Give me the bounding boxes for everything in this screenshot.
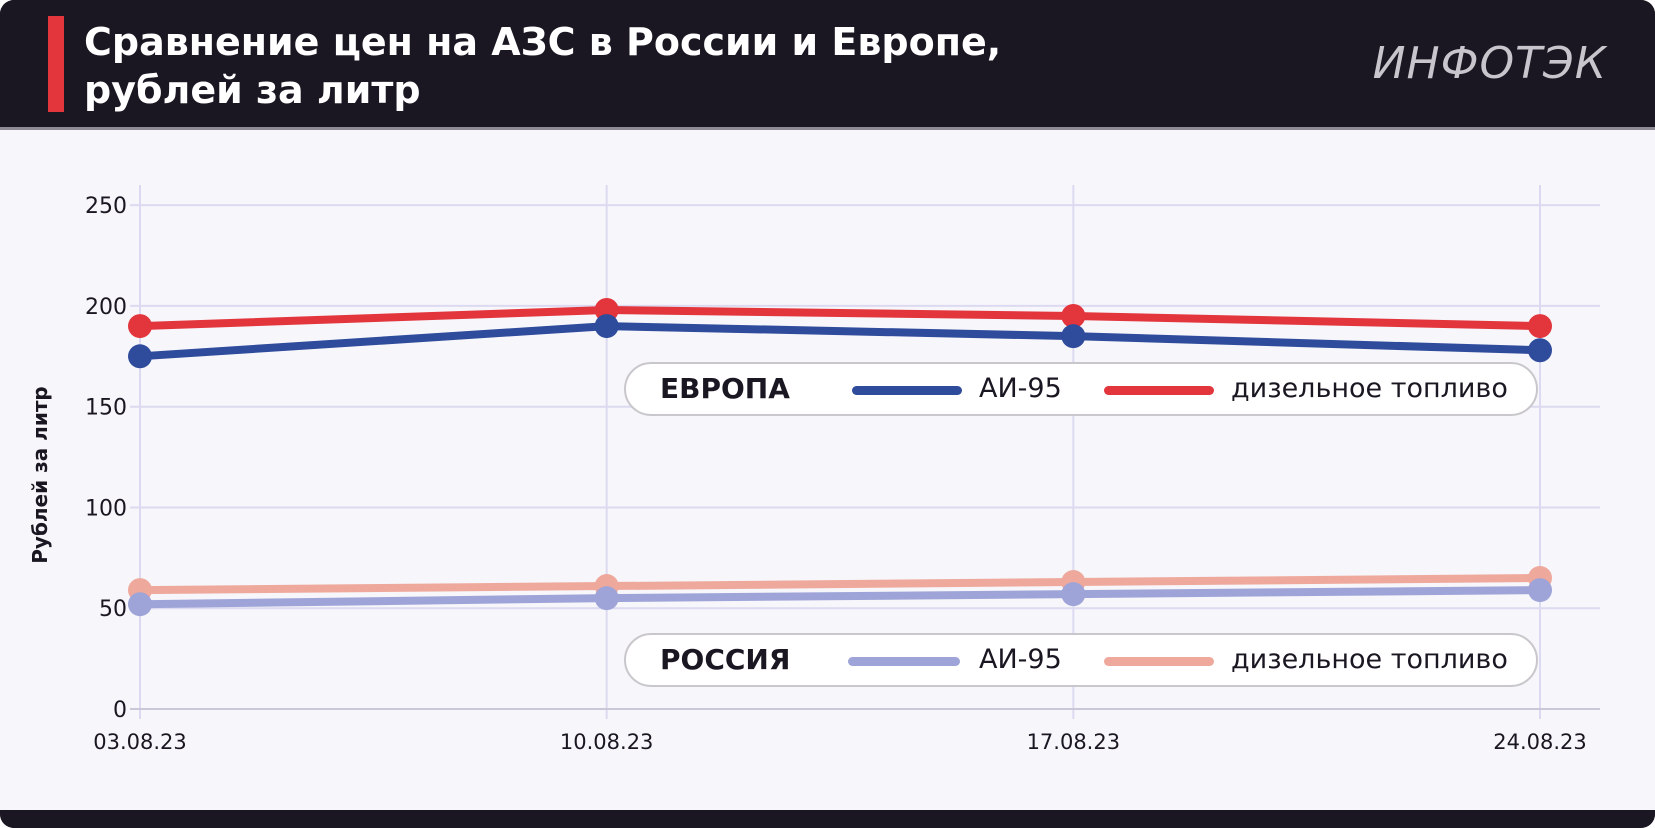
y-tick-label: 200 [85,295,127,320]
data-point [128,344,152,369]
series-line-1 [136,322,1544,361]
legend-europe-ai95-swatch [852,386,962,395]
series-line-2 [136,574,1544,595]
chart-panel [0,130,1655,810]
header: Сравнение цен на АЗС в России и Европе, … [0,0,1655,127]
title-accent-bar [48,16,64,112]
title-line-1: Сравнение цен на АЗС в России и Европе, [84,20,1002,64]
x-tick-label: 03.08.23 [93,730,187,754]
legend-europe: ЕВРОПА АИ-95 дизельное топливо [624,362,1538,416]
data-point [1528,578,1552,603]
legend-europe-ai95-label: АИ-95 [979,373,1062,404]
legend-europe-region: ЕВРОПА [660,372,790,405]
footer-strip [0,810,1655,828]
y-tick-label: 50 [99,597,127,622]
x-tick-label: 17.08.23 [1027,730,1121,754]
data-point [1528,314,1552,339]
series-line-3 [136,586,1544,609]
chart-series [128,297,1552,617]
legend-russia-ai95-label: АИ-95 [979,644,1062,675]
y-tick-label: 100 [85,496,127,521]
data-point [1528,338,1552,363]
legend-europe-diesel-label: дизельное топливо [1231,373,1508,404]
data-point [1061,324,1086,349]
page-title: Сравнение цен на АЗС в России и Европе, … [84,18,1184,114]
legend-russia: РОССИЯ АИ-95 дизельное топливо [624,633,1538,687]
header-divider [0,127,1655,130]
data-point [1061,582,1086,607]
title-line-2: рублей за литр [84,68,421,112]
data-point [128,314,152,339]
brand-logo: ИНФОТЭК [1372,38,1607,89]
legend-russia-region: РОССИЯ [660,643,791,676]
x-tick-label: 24.08.23 [1493,730,1587,754]
legend-russia-ai95-swatch [848,657,960,666]
data-point [594,314,619,339]
legend-europe-diesel-swatch [1104,386,1214,395]
line-chart: 0 50 100 150 200 250 03.08.23 10.08.23 17.08.23 2… [28,185,1600,754]
x-tick-label: 10.08.23 [560,730,654,754]
legend-russia-diesel-swatch [1104,657,1214,666]
legend-russia-diesel-label: дизельное топливо [1231,644,1508,675]
chart-axes: 0 50 100 150 200 250 03.08.23 10.08.23 17.08.23 2… [85,194,1600,754]
y-tick-label: 150 [85,396,127,421]
y-tick-label: 0 [113,698,127,723]
y-axis-label: Рублей за литр [28,386,52,564]
data-point [128,592,152,617]
series-line-0 [136,305,1544,331]
data-point [594,586,619,611]
data-point [1061,304,1086,328]
y-tick-label: 250 [85,194,127,219]
